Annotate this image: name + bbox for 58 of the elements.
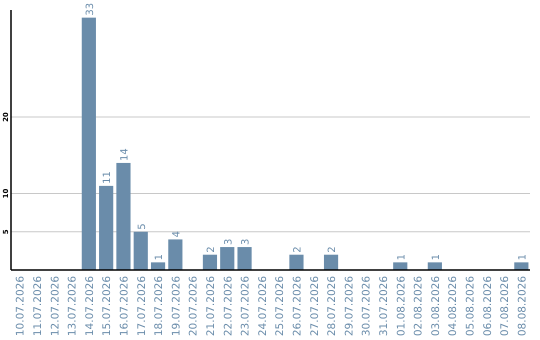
x-tick-label: 28.07.2026 (326, 276, 338, 336)
x-tick-label: 20.07.2026 (188, 276, 200, 336)
x-tick-label: 15.07.2026 (101, 276, 114, 336)
data-label: 1 (396, 254, 408, 260)
data-label: 14 (119, 148, 130, 161)
x-tick-label: 04.08.2026 (447, 276, 460, 336)
data-label: 4 (171, 231, 182, 238)
x-tick-label: 16.07.2026 (118, 276, 130, 336)
bar (82, 18, 96, 270)
x-tick-label: 07.08.2026 (499, 276, 512, 336)
data-label: 2 (292, 246, 304, 253)
x-tick-label: 19.07.2026 (170, 276, 182, 336)
data-label: 3 (223, 238, 234, 246)
x-tick-label: 14.07.2026 (84, 276, 96, 336)
bar (324, 254, 338, 270)
bar (514, 262, 528, 270)
x-tick-label: 02.08.2026 (412, 276, 425, 336)
data-label: 1 (517, 254, 528, 260)
x-tick-label: 27.07.2026 (308, 276, 321, 336)
data-label: 2 (206, 246, 217, 253)
data-label: 2 (327, 246, 338, 253)
bar (393, 262, 408, 270)
x-tick-label: 30.07.2026 (360, 276, 373, 336)
data-label: 1 (430, 254, 442, 260)
x-tick-label: 17.07.2026 (136, 276, 148, 336)
bar (134, 232, 148, 270)
x-tick-label: 03.08.2026 (430, 276, 442, 336)
x-tick-label: 01.08.2026 (395, 276, 408, 336)
bar (168, 239, 182, 270)
x-tick-label: 26.07.2026 (291, 276, 304, 336)
data-label: 5 (136, 223, 148, 230)
data-label: 1 (154, 254, 166, 260)
x-tick-label: 18.07.2026 (153, 276, 166, 336)
x-tick-label: 22.07.2026 (222, 276, 234, 336)
x-tick-label: 31.07.2026 (378, 276, 390, 336)
bar (150, 262, 166, 270)
data-label: 33 (84, 2, 96, 16)
x-tick-label: 12.07.2026 (49, 276, 62, 336)
bar (289, 254, 304, 270)
bar (202, 254, 218, 270)
bar (237, 247, 252, 270)
data-label: 11 (102, 171, 114, 184)
x-tick-label: 11.07.2026 (32, 276, 44, 336)
bar (99, 186, 114, 270)
x-tick-label: 24.07.2026 (256, 276, 269, 336)
x-tick-label: 29.07.2026 (343, 276, 356, 336)
x-tick-label: 21.07.2026 (204, 276, 217, 336)
bar (116, 162, 131, 270)
x-tick-label: 05.08.2026 (464, 276, 476, 336)
x-tick-label: 23.07.2026 (240, 276, 252, 336)
bar (220, 247, 234, 270)
x-tick-label: 13.07.2026 (66, 276, 79, 336)
bar (428, 262, 442, 270)
x-tick-label: 06.08.2026 (482, 276, 494, 336)
x-tick-label: 08.08.2026 (516, 276, 528, 336)
data-label: 3 (240, 238, 252, 246)
x-tick-label: 25.07.2026 (274, 276, 286, 336)
x-tick-label: 10.07.2026 (14, 276, 27, 336)
